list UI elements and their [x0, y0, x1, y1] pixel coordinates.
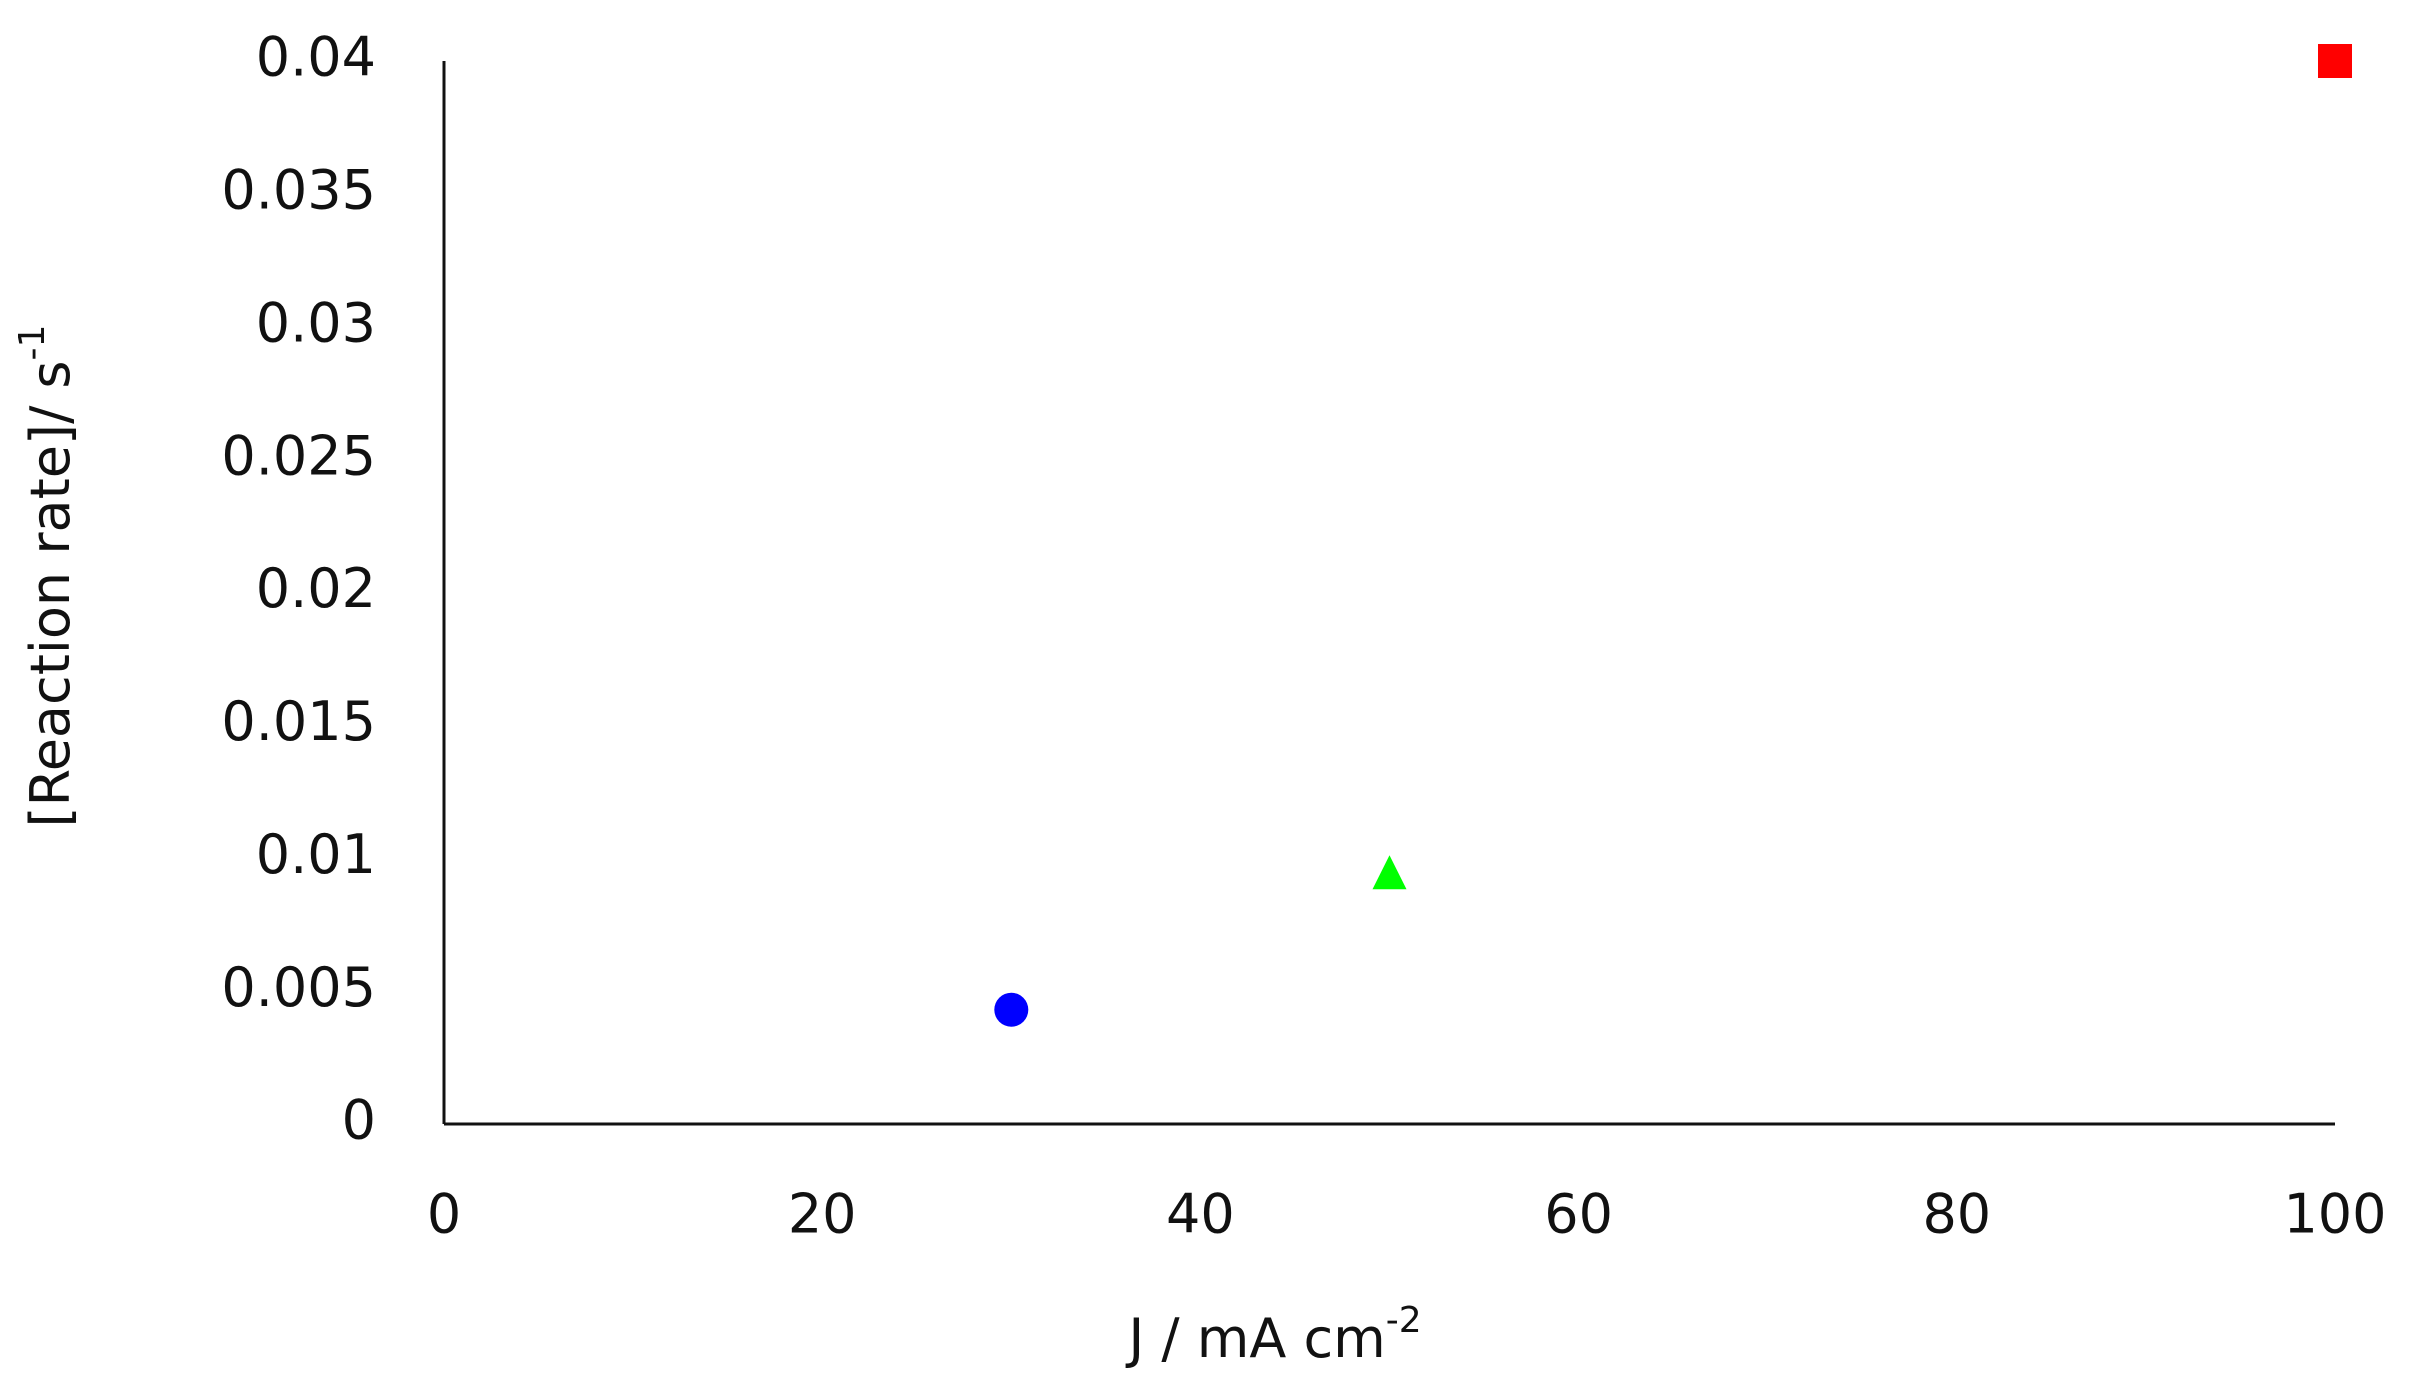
y-tick-label: 0.01	[256, 823, 376, 886]
y-tick-label: 0.02	[256, 557, 376, 620]
y-tick-label: 0.03	[256, 291, 376, 354]
x-tick-label: 80	[1922, 1183, 1991, 1246]
y-axis-label-sup: -1	[12, 325, 53, 361]
x-axis-label-sup: -2	[1386, 1300, 1422, 1341]
y-tick-label: 0.04	[256, 26, 376, 89]
y-tick-label: 0.025	[221, 424, 376, 487]
y-tick-label: 0.015	[221, 690, 376, 753]
y-axis-label-text: [Reaction rate]/ s	[19, 360, 82, 827]
x-tick-label: 20	[788, 1183, 857, 1246]
point	[994, 992, 1029, 1027]
x-tick-label: 100	[2283, 1183, 2386, 1246]
y-axis-label: [Reaction rate]/ s-1	[12, 325, 82, 828]
x-axis-label: J / mA cm-2	[1125, 1300, 1421, 1370]
y-tick-label: 0.035	[221, 159, 376, 222]
x-tick-label: 60	[1544, 1183, 1613, 1246]
x-tick-label: 0	[427, 1183, 461, 1246]
y-tick-label: 0.005	[221, 956, 376, 1019]
point	[1372, 855, 1407, 890]
x-axis-label-text: J / mA cm	[1125, 1307, 1385, 1370]
x-tick-label: 40	[1166, 1183, 1235, 1246]
y-tick-label: 0	[342, 1089, 376, 1152]
point	[2318, 44, 2352, 78]
